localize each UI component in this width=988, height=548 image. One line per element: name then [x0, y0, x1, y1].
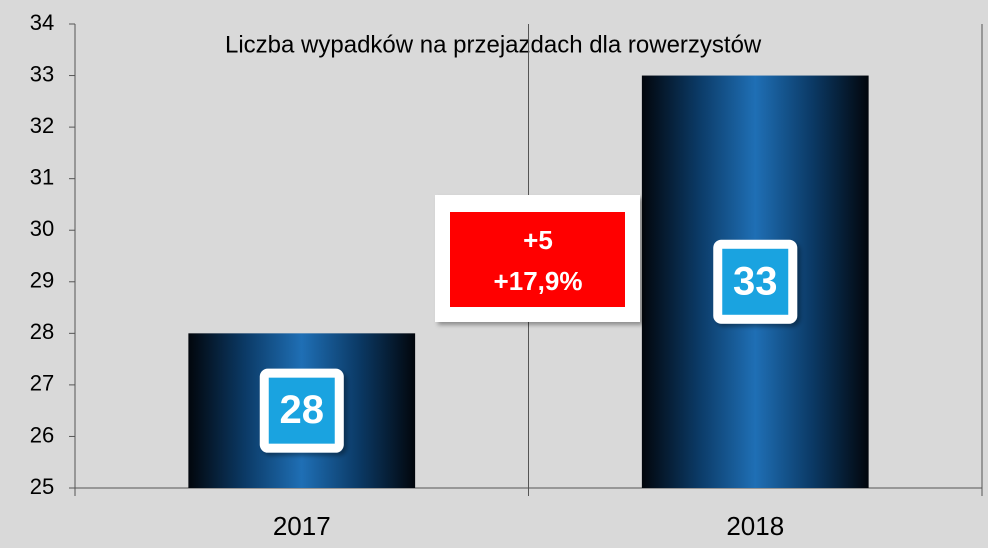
annotation-fill — [450, 212, 625, 307]
value-label: 33 — [733, 259, 778, 303]
y-tick-label: 31 — [30, 164, 54, 189]
annotation-text: +5 — [523, 225, 553, 255]
y-tick-label: 33 — [30, 61, 54, 86]
y-tick-label: 32 — [30, 113, 54, 138]
y-tick-label: 30 — [30, 216, 54, 241]
y-tick-label: 28 — [30, 319, 54, 344]
value-label-fill — [268, 377, 335, 444]
value-label: 28 — [280, 388, 325, 432]
value-label-fill — [722, 248, 789, 315]
chart-title: Liczba wypadków na przejazdach dla rower… — [225, 31, 762, 58]
annotation-text: +17,9% — [494, 266, 583, 296]
y-tick-label: 34 — [30, 10, 54, 35]
y-tick-label: 26 — [30, 422, 54, 447]
y-tick-label: 25 — [30, 474, 54, 499]
x-tick-label: 2018 — [726, 511, 784, 541]
x-tick-label: 2017 — [273, 511, 331, 541]
y-tick-label: 29 — [30, 268, 54, 293]
y-tick-label: 27 — [30, 371, 54, 396]
